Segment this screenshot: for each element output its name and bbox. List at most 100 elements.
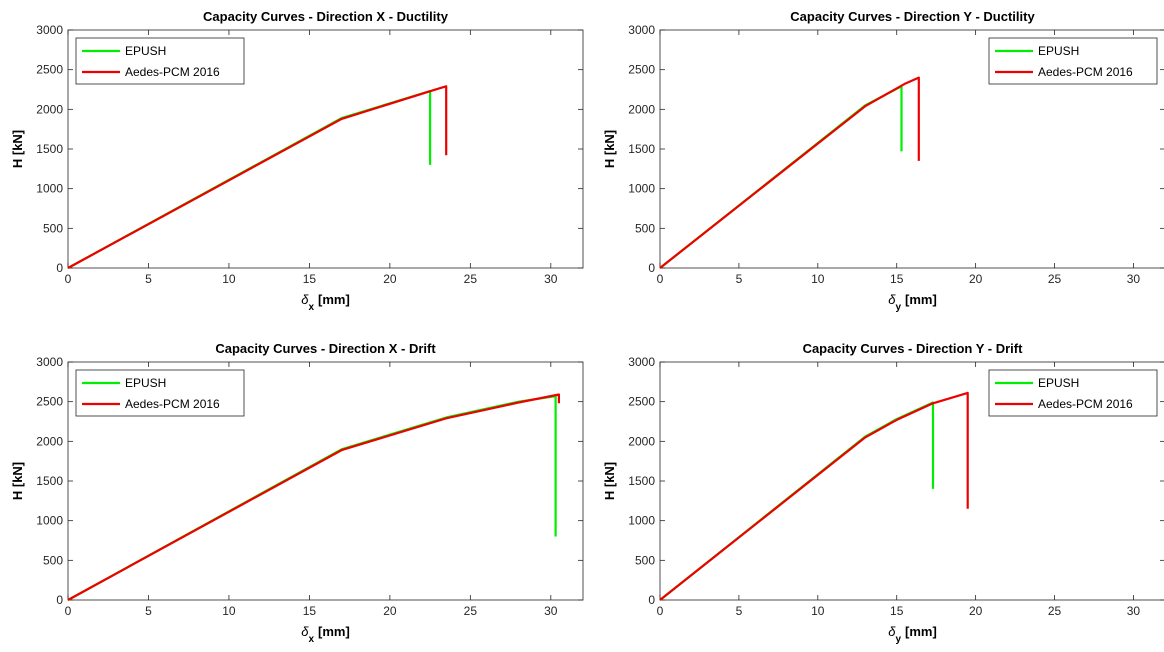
chart-panel-2: 0 5 10 15 20 25 30 0 500 1000 1500 2000 2500 3000 Capa… [602,9,1164,313]
x-label-subscript: y [895,302,901,313]
y-tick-label: 3000 [628,23,655,37]
y-tick-label: 3000 [628,355,655,369]
legend: EPUSH Aedes-PCM 2016 [75,369,245,417]
x-label-symbol: δ [301,292,309,307]
y-tick-label: 1000 [628,182,655,196]
y-tick-label: 2000 [36,434,63,448]
legend-label: EPUSH [125,376,166,390]
x-axis-label: δx [mm] [301,624,350,645]
x-tick-label: 5 [736,272,743,286]
chart-title: Capacity Curves - Direction Y - Ductilit… [790,9,1035,24]
y-tick-label: 0 [56,261,63,275]
x-tick-label: 20 [969,604,983,618]
y-tick-label: 2000 [628,434,655,448]
x-tick-label: 0 [657,604,664,618]
y-tick-label: 2500 [628,63,655,77]
y-tick-label: 1000 [36,182,63,196]
series-line-aedes-pcm-2016 [67,393,561,601]
y-tick-label: 500 [43,221,63,235]
chart-title: Capacity Curves - Direction Y - Drift [803,341,1024,356]
x-tick-label: 5 [736,604,743,618]
chart-title: Capacity Curves - Direction X - Drift [215,341,436,356]
chart-panel-4: 0 5 10 15 20 25 30 0 500 1000 1500 2000 2500 3000 Capa… [602,341,1164,645]
y-tick-label: 0 [648,593,655,607]
x-tick-label: 25 [1048,272,1062,286]
y-axis-label: H [kN] [10,462,25,500]
x-label-subscript: x [308,634,314,645]
x-label-subscript: x [308,302,314,313]
y-tick-label: 500 [43,553,63,567]
legend-box [75,369,245,417]
legend-box [988,369,1158,417]
x-label-symbol: δ [301,624,309,639]
y-tick-label: 3000 [36,355,63,369]
x-tick-label: 15 [303,604,317,618]
x-tick-label: 25 [464,272,478,286]
x-tick-label: 25 [1048,604,1062,618]
y-tick-label: 1500 [36,474,63,488]
legend-label: Aedes-PCM 2016 [125,397,220,411]
legend: EPUSH Aedes-PCM 2016 [988,369,1158,417]
legend-label: EPUSH [1038,44,1079,58]
y-tick-label: 0 [56,593,63,607]
x-axis-label: δy [mm] [888,292,937,313]
x-tick-label: 15 [890,604,904,618]
x-tick-label: 10 [222,272,236,286]
y-axis-label: H [kN] [602,130,617,168]
y-tick-label: 1500 [628,142,655,156]
legend: EPUSH Aedes-PCM 2016 [75,37,245,85]
chart-panel-1: 0 5 10 15 20 25 30 0 500 1000 1500 2000 2500 3000 Capa… [10,9,584,313]
x-tick-label: 10 [811,272,825,286]
x-tick-label: 20 [383,604,397,618]
x-axis-label: δy [mm] [888,624,937,645]
x-tick-label: 30 [544,604,558,618]
x-tick-label: 20 [383,272,397,286]
x-label-symbol: δ [888,624,896,639]
legend-label: Aedes-PCM 2016 [125,65,220,79]
x-tick-label: 15 [890,272,904,286]
x-tick-label: 10 [222,604,236,618]
chart-panel-3: 0 5 10 15 20 25 30 0 500 1000 1500 2000 2500 3000 Capa… [10,341,584,645]
x-label-unit: [mm] [318,292,350,307]
series-line-aedes-pcm-2016 [659,391,969,601]
y-tick-label: 500 [635,553,655,567]
x-tick-label: 0 [65,604,72,618]
x-tick-label: 30 [544,272,558,286]
x-tick-label: 5 [145,604,152,618]
y-tick-label: 1000 [36,514,63,528]
x-tick-label: 0 [65,272,72,286]
y-tick-label: 500 [635,221,655,235]
y-tick-label: 2000 [36,102,63,116]
x-tick-label: 15 [303,272,317,286]
y-tick-label: 2500 [628,395,655,409]
legend-label: Aedes-PCM 2016 [1038,397,1133,411]
y-tick-label: 2500 [36,395,63,409]
y-axis-label: H [kN] [10,130,25,168]
series-line-aedes-pcm-2016 [659,76,920,269]
legend-label: Aedes-PCM 2016 [1038,65,1133,79]
x-tick-label: 25 [464,604,478,618]
x-label-unit: [mm] [905,292,937,307]
x-tick-label: 20 [969,272,983,286]
y-tick-label: 1000 [628,514,655,528]
y-tick-label: 1500 [628,474,655,488]
x-label-unit: [mm] [905,624,937,639]
chart-title: Capacity Curves - Direction X - Ductilit… [203,9,449,24]
series-line-aedes-pcm-2016 [67,85,448,269]
legend-box [75,37,245,85]
y-tick-label: 2000 [628,102,655,116]
y-tick-label: 3000 [36,23,63,37]
legend: EPUSH Aedes-PCM 2016 [988,37,1158,85]
x-tick-label: 30 [1127,272,1141,286]
x-tick-label: 30 [1127,604,1141,618]
y-tick-label: 0 [648,261,655,275]
x-axis-label: δx [mm] [301,292,350,313]
x-tick-label: 5 [145,272,152,286]
y-tick-label: 2500 [36,63,63,77]
x-label-subscript: y [895,634,901,645]
x-label-unit: [mm] [318,624,350,639]
y-axis-label: H [kN] [602,462,617,500]
y-tick-label: 1500 [36,142,63,156]
x-label-symbol: δ [888,292,896,307]
